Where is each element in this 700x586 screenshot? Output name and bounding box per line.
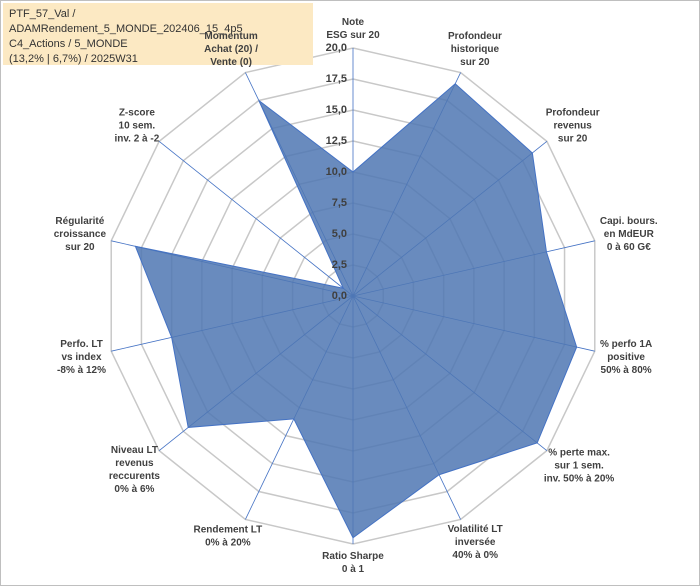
axis-tick-label: 0,0	[332, 290, 347, 302]
category-label: Volatilité LT inversée 40% à 0%	[447, 523, 503, 561]
category-label: Profondeur revenus sur 20	[545, 106, 600, 144]
axis-tick-label: 2,5	[332, 259, 347, 271]
category-label: Ratio Sharpe 0 à 1	[322, 551, 384, 575]
category-label: Rendement LT 0% à 20%	[193, 524, 263, 549]
category-label: Perfo. LT vs index -8% à 12%	[57, 338, 106, 376]
category-label: Niveau LT revenus reccurents 0% à 6%	[108, 445, 160, 496]
data-area	[134, 83, 578, 539]
category-label: % perfo 1A positive 50% à 80%	[599, 338, 653, 376]
category-label: Régularité croissance sur 20	[53, 216, 107, 254]
axis-tick-label: 20,0	[326, 42, 347, 54]
axis-tick-label: 15,0	[326, 104, 347, 116]
spoke	[158, 141, 354, 297]
chart-title: PTF_57_Val / ADAMRendement_5_MONDE_20240…	[3, 3, 313, 65]
category-label: Z-score 10 sem. inv. 2 à -2	[114, 106, 160, 144]
category-label: % perte max. sur 1 sem. inv. 50% à 20%	[543, 448, 615, 486]
axis-tick-label: 10,0	[326, 166, 347, 178]
category-label: Profondeur historique sur 20	[447, 31, 502, 69]
category-label: Capi. bours. en MdEUR 0 à 60 G€	[599, 216, 658, 254]
axis-tick-label: 12,5	[326, 135, 347, 147]
axis-tick-label: 17,5	[326, 73, 347, 85]
axis-tick-label: 5,0	[332, 228, 347, 240]
category-label: Momentum Achat (20) / Vente (0)	[204, 31, 259, 69]
axis-tick-label: 7,5	[332, 197, 347, 209]
category-label: Note ESG sur 20	[326, 17, 380, 41]
